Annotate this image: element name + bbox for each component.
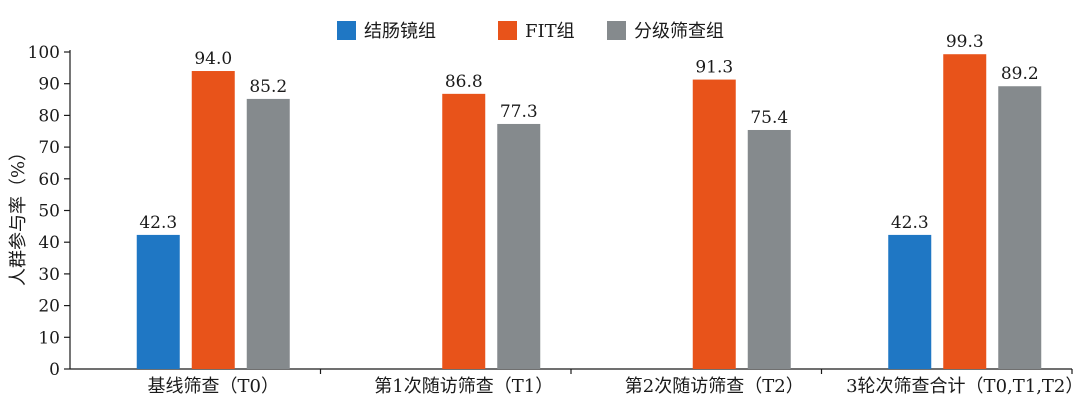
x-category-label: 基线筛查（T0） (148, 376, 279, 397)
bar-fit (943, 54, 987, 370)
x-axis: 基线筛查（T0） 第1次随访筛查（T1） 第2次随访筛查（T2） 3轮次筛查合计（T0… (70, 368, 1080, 397)
bar-value-label: 75.4 (750, 108, 788, 128)
bar-stratified (497, 123, 541, 369)
x-category-label: 第2次随访筛查（T2） (625, 376, 804, 397)
bar-fit (442, 93, 486, 370)
bar-stratified (246, 98, 290, 369)
legend-label: 结肠镜组 (364, 21, 436, 42)
bar-value-label: 85.2 (249, 77, 287, 97)
legend-swatch (498, 21, 517, 40)
y-tick-label: 90 (38, 75, 60, 95)
y-tick-label: 100 (28, 43, 60, 63)
y-tick-label: 40 (38, 233, 60, 253)
y-tick-label: 30 (38, 265, 60, 285)
y-axis: 0 10 20 30 40 50 60 70 80 90 100 (28, 43, 71, 380)
bar-value-label: 91.3 (695, 58, 733, 78)
bar-stratified (998, 86, 1042, 370)
y-tick-label: 20 (38, 297, 60, 317)
bar-value-label: 99.3 (946, 32, 984, 52)
bar-value-label: 77.3 (500, 102, 538, 122)
bar-fit (191, 71, 235, 370)
x-category-label: 第1次随访筛查（T1） (374, 376, 553, 397)
y-axis-title: 人群参与率（%） (8, 143, 29, 286)
bar-value-label: 94.0 (194, 49, 232, 69)
bar-stratified (747, 129, 791, 369)
legend-swatch (337, 21, 356, 40)
bar-colonoscopy (136, 234, 180, 369)
bar-colonoscopy (888, 234, 932, 369)
data-labels: 42.3 94.0 85.2 86.8 77.3 91.3 75.4 42.3 99.3 89.2 (139, 32, 1038, 233)
y-tick-label: 10 (38, 328, 60, 348)
y-tick-label: 0 (49, 360, 60, 380)
legend-label: FIT组 (525, 21, 575, 42)
y-tick-label: 60 (38, 170, 60, 190)
bar-value-label: 89.2 (1001, 64, 1039, 84)
legend-swatch (607, 21, 626, 40)
bar-value-label: 42.3 (139, 213, 177, 233)
bar-fit (692, 79, 736, 369)
legend-label: 分级筛查组 (634, 21, 724, 42)
bar-value-label: 42.3 (891, 213, 929, 233)
bars (136, 54, 1042, 370)
x-category-label: 3轮次筛查合计（T0,T1,T2） (846, 376, 1080, 397)
y-tick-label: 70 (38, 138, 60, 158)
bar-value-label: 86.8 (445, 72, 483, 92)
y-tick-label: 80 (38, 106, 60, 126)
y-tick-label: 50 (38, 202, 60, 222)
legend: 结肠镜组 FIT组 分级筛查组 (337, 21, 724, 42)
